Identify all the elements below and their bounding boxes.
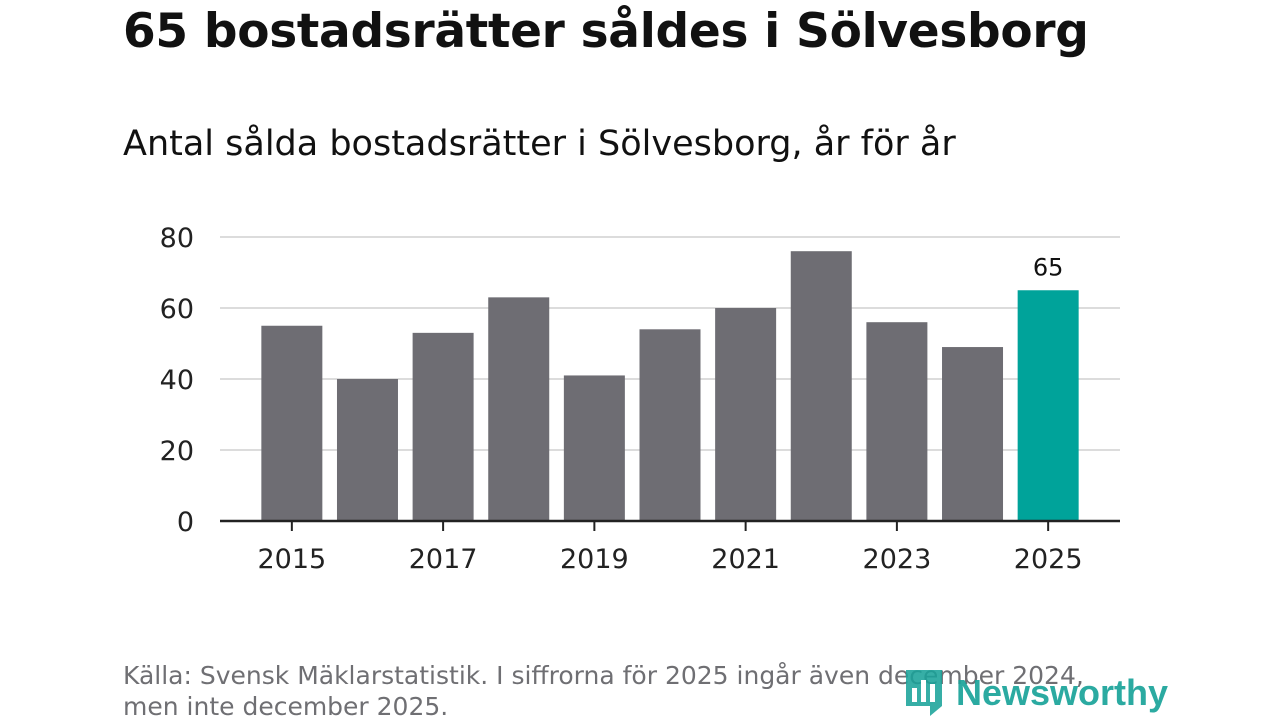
bar-2020 xyxy=(639,329,701,521)
bar-2025 xyxy=(1017,290,1079,521)
x-tick-label-2017: 2017 xyxy=(409,544,478,575)
bar-2024 xyxy=(942,347,1004,521)
y-tick-label-40: 40 xyxy=(160,365,194,396)
chart-subtitle: Antal sålda bostadsrätter i Sölvesborg, … xyxy=(123,124,956,164)
bar-2019 xyxy=(563,375,625,521)
data-label-2025: 65 xyxy=(1033,253,1064,281)
x-tick-label-2019: 2019 xyxy=(560,544,629,575)
brand-name: Newsworthy xyxy=(956,672,1169,713)
x-tick-label-2023: 2023 xyxy=(863,544,932,575)
y-tick-label-60: 60 xyxy=(160,294,194,325)
headline: 65 bostadsrätter såldes i Sölvesborg xyxy=(123,4,1089,59)
brand-logo: Newsworthy xyxy=(902,668,1168,718)
y-tick-label-20: 20 xyxy=(160,436,194,467)
bar-2018 xyxy=(488,297,550,521)
bar-2017 xyxy=(412,332,474,521)
x-tick-label-2025: 2025 xyxy=(1014,544,1083,575)
bar-2015 xyxy=(261,325,323,521)
bar-chart: 0 20 40 60 80 65 2015 2017 2019 2021 2023 2025 xyxy=(160,223,1120,575)
bar-2023 xyxy=(866,322,928,521)
y-tick-label-0: 0 xyxy=(177,507,194,538)
bar-2022 xyxy=(790,251,852,521)
bar-2021 xyxy=(715,308,777,521)
bar-2016 xyxy=(336,379,398,521)
x-tick-label-2021: 2021 xyxy=(711,544,780,575)
x-tick-label-2015: 2015 xyxy=(257,544,326,575)
bar-chart-logo-icon xyxy=(906,670,942,716)
y-tick-label-80: 80 xyxy=(160,223,194,254)
